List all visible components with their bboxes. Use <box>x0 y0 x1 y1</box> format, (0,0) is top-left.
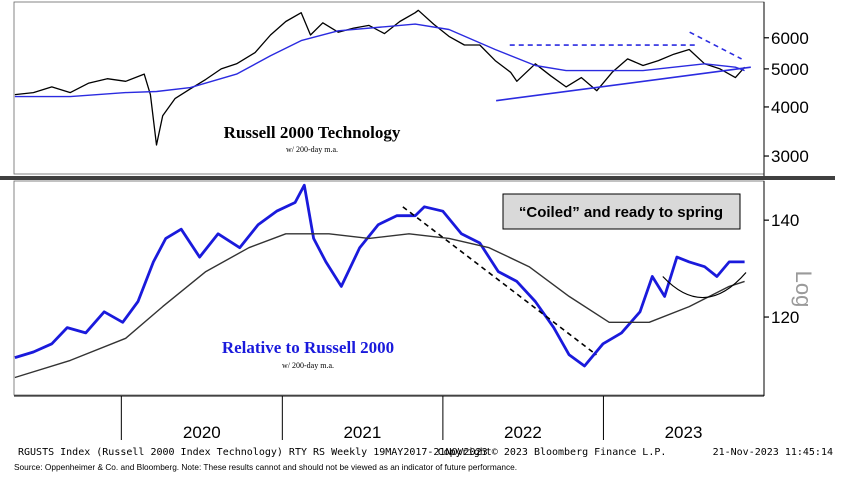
x-tick-label: 2022 <box>504 423 542 442</box>
bottom-series-layer <box>14 183 745 379</box>
top-annotations-layer <box>496 31 751 102</box>
bloomberg-footer: RGUSTS Index (Russell 2000 Index Technol… <box>18 447 833 458</box>
panel-separator <box>0 176 835 180</box>
top-panel-frame <box>13 1 765 175</box>
top-y-tick-label: 4000 <box>771 98 809 117</box>
top-series-layer <box>14 9 746 146</box>
bottom-y-tick-label: 140 <box>771 211 799 230</box>
top-y-tick-label: 6000 <box>771 29 809 48</box>
bottom-y-ticks: 140 120 <box>764 211 799 327</box>
bloomberg-copyright: Copyright© 2023 Bloomberg Finance L.P. <box>438 447 667 458</box>
top-y-ticks: 6000 5000 4000 3000 <box>764 29 809 166</box>
top-panel: 6000 5000 4000 3000 Russell 2000 Technology… <box>13 1 809 176</box>
x-axis: 2020 2021 2022 2023 <box>14 395 764 442</box>
top-trendline-support-line <box>496 66 751 102</box>
x-tick-label: 2021 <box>343 423 381 442</box>
top-chart-subtitle: w/ 200-day m.a. <box>286 145 338 154</box>
x-tick-label: 2023 <box>665 423 703 442</box>
top-series-line-price <box>14 9 746 146</box>
bloomberg-timestamp: 21-Nov-2023 11:45:14 <box>713 447 833 458</box>
bottom-series-line-price <box>14 183 745 368</box>
top-dashed-downtrend-line <box>689 31 742 60</box>
source-note: Source: Oppenheimer & Co. and Bloomberg.… <box>14 462 518 472</box>
top-chart-title: Russell 2000 Technology <box>224 123 401 142</box>
bottom-base-arc-line <box>662 272 747 299</box>
bottom-dashed-downtrend-line <box>402 206 597 356</box>
top-series-line-moving-average <box>14 23 745 98</box>
top-y-tick-label: 3000 <box>771 147 809 166</box>
callout-box <box>502 193 741 230</box>
bottom-annotations-layer <box>402 206 747 356</box>
x-tick-label: 2020 <box>183 423 221 442</box>
bottom-series-line-moving-average <box>14 233 745 379</box>
bottom-y-tick-label: 120 <box>771 308 799 327</box>
log-scale-label: Log <box>791 271 816 308</box>
bottom-panel: 140 120 “Coiled” and ready to spring Rela… <box>13 180 816 396</box>
top-y-tick-label: 5000 <box>771 60 809 79</box>
bloomberg-index-info: RGUSTS Index (Russell 2000 Index Technol… <box>18 447 488 458</box>
callout-text: “Coiled” and ready to spring <box>519 204 723 221</box>
bottom-chart-title: Relative to Russell 2000 <box>222 338 394 357</box>
bottom-chart-subtitle: w/ 200-day m.a. <box>282 361 334 370</box>
